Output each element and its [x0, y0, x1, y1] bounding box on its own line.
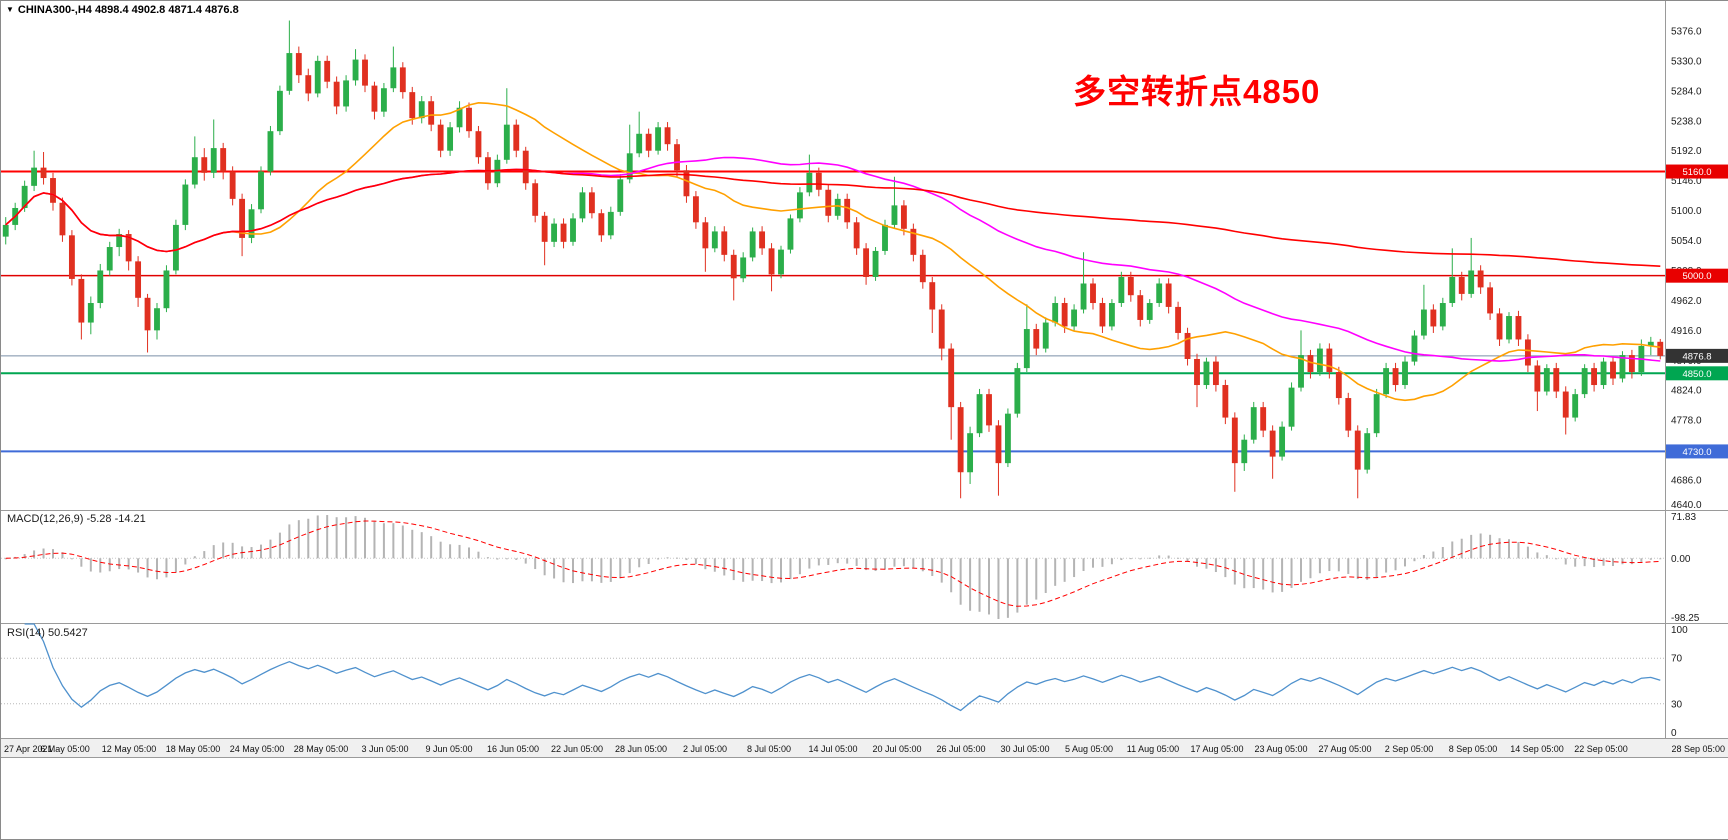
macd-panel[interactable]: 71.83 0.00 -98.25 [1, 512, 1700, 624]
svg-text:0: 0 [1671, 728, 1677, 739]
svg-text:5330.0: 5330.0 [1671, 56, 1702, 67]
svg-text:11 Aug 05:00: 11 Aug 05:00 [1127, 744, 1179, 754]
svg-text:24 May 05:00: 24 May 05:00 [230, 744, 285, 754]
macd-signal-line [5, 520, 1661, 607]
svg-text:8 Sep 05:00: 8 Sep 05:00 [1449, 744, 1498, 754]
svg-text:71.83: 71.83 [1671, 512, 1696, 523]
svg-text:5 Aug 05:00: 5 Aug 05:00 [1065, 744, 1113, 754]
svg-text:4824.0: 4824.0 [1671, 386, 1702, 397]
collapse-triangle-icon[interactable]: ▼ [6, 5, 14, 14]
svg-text:27 Apr 2021: 27 Apr 2021 [4, 744, 53, 754]
svg-text:4916.0: 4916.0 [1671, 326, 1702, 337]
svg-text:28 Sep 05:00: 28 Sep 05:00 [1671, 744, 1725, 754]
svg-text:5146.0: 5146.0 [1671, 176, 1702, 187]
svg-text:14 Jul 05:00: 14 Jul 05:00 [808, 744, 857, 754]
svg-text:4640.0: 4640.0 [1671, 500, 1702, 511]
svg-text:100: 100 [1671, 625, 1688, 636]
symbol-label: ▼ CHINA300-,H4 4898.4 4902.8 4871.4 4876.… [6, 4, 239, 16]
symbol-ohlc-text: CHINA300-,H4 4898.4 4902.8 4871.4 4876.8 [17, 4, 239, 16]
svg-text:12 May 05:00: 12 May 05:00 [102, 744, 157, 754]
rsi-line [24, 623, 1661, 712]
svg-text:5284.0: 5284.0 [1671, 86, 1702, 97]
svg-text:8 Jul 05:00: 8 Jul 05:00 [747, 744, 791, 754]
svg-text:23 Aug 05:00: 23 Aug 05:00 [1254, 744, 1307, 754]
ma-slow [5, 168, 1661, 267]
svg-text:5192.0: 5192.0 [1671, 146, 1702, 157]
svg-text:5160.0: 5160.0 [1682, 167, 1711, 178]
svg-text:26 Jul 05:00: 26 Jul 05:00 [936, 744, 985, 754]
svg-text:5054.0: 5054.0 [1671, 236, 1702, 247]
svg-text:4730.0: 4730.0 [1682, 447, 1711, 458]
svg-text:30 Jul 05:00: 30 Jul 05:00 [1000, 744, 1049, 754]
ma-medium [5, 156, 1661, 362]
svg-text:22 Sep 05:00: 22 Sep 05:00 [1574, 744, 1628, 754]
svg-text:17 Aug 05:00: 17 Aug 05:00 [1190, 744, 1243, 754]
panel-borders [1, 1, 1728, 758]
svg-text:28 Jun 05:00: 28 Jun 05:00 [615, 744, 667, 754]
svg-text:4778.0: 4778.0 [1671, 416, 1702, 427]
svg-text:5238.0: 5238.0 [1671, 116, 1702, 127]
svg-text:5100.0: 5100.0 [1671, 206, 1702, 217]
annotation-text: 多空转折点4850 [1073, 73, 1321, 110]
horizontal-lines [1, 170, 1665, 453]
svg-text:4876.8: 4876.8 [1682, 351, 1711, 362]
svg-text:27 Aug 05:00: 27 Aug 05:00 [1318, 744, 1371, 754]
svg-text:70: 70 [1671, 654, 1683, 665]
svg-text:6 May 05:00: 6 May 05:00 [40, 744, 90, 754]
svg-text:28 May 05:00: 28 May 05:00 [294, 744, 349, 754]
svg-text:22 Jun 05:00: 22 Jun 05:00 [551, 744, 603, 754]
macd-indicator-label: MACD(12,26,9) -5.28 -14.21 [7, 513, 146, 525]
rsi-indicator-label: RSI(14) 50.5427 [7, 627, 88, 639]
price-badges: 5160.0 5000.0 4876.8 4850.0 4730.0 [1666, 164, 1728, 459]
svg-text:2 Sep 05:00: 2 Sep 05:00 [1385, 744, 1434, 754]
svg-text:14 Sep 05:00: 14 Sep 05:00 [1510, 744, 1564, 754]
svg-text:5000.0: 5000.0 [1682, 271, 1711, 282]
svg-text:-98.25: -98.25 [1671, 613, 1700, 624]
svg-text:4686.0: 4686.0 [1671, 476, 1702, 487]
svg-text:0.00: 0.00 [1671, 554, 1691, 565]
svg-text:2 Jul 05:00: 2 Jul 05:00 [683, 744, 727, 754]
svg-text:18 May 05:00: 18 May 05:00 [166, 744, 221, 754]
rsi-panel[interactable]: 100 70 30 0 [1, 623, 1688, 739]
svg-text:30: 30 [1671, 699, 1683, 710]
moving-average-lines [5, 101, 1661, 402]
ma-fast [5, 101, 1661, 402]
svg-text:5376.0: 5376.0 [1671, 26, 1702, 37]
svg-text:20 Jul 05:00: 20 Jul 05:00 [872, 744, 921, 754]
svg-text:3 Jun 05:00: 3 Jun 05:00 [361, 744, 408, 754]
candles [2, 20, 1664, 499]
svg-text:9 Jun 05:00: 9 Jun 05:00 [425, 744, 472, 754]
svg-text:16 Jun 05:00: 16 Jun 05:00 [487, 744, 539, 754]
svg-text:4962.0: 4962.0 [1671, 296, 1702, 307]
svg-text:4850.0: 4850.0 [1682, 369, 1711, 380]
